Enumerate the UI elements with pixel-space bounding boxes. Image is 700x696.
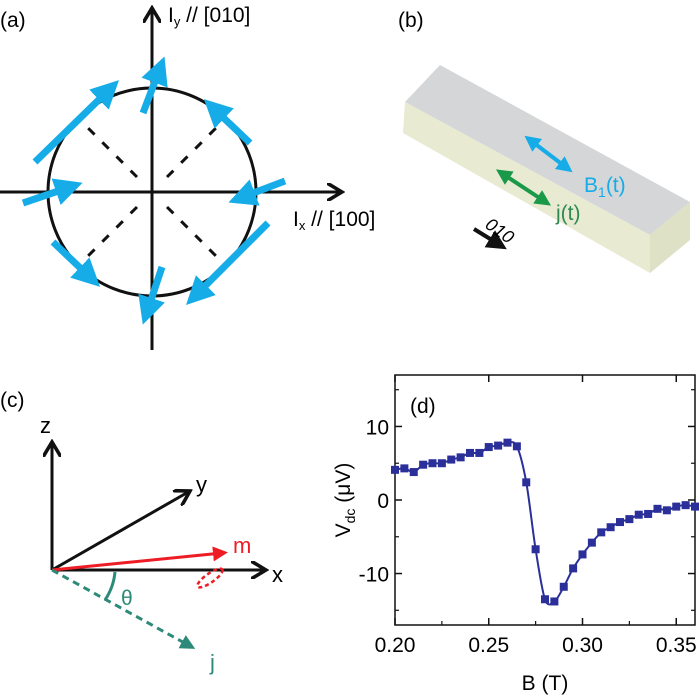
data-point (419, 460, 428, 469)
sample-side-face (650, 202, 690, 273)
data-point (512, 442, 521, 451)
current-vector (51, 568, 196, 649)
x-axis-label: B (T) (522, 672, 569, 695)
data-point (428, 459, 437, 468)
arrow-icon (21, 178, 83, 207)
data-point (447, 455, 456, 464)
data-point (391, 465, 399, 474)
arrow-icon (186, 220, 271, 305)
x-tick-label: 0.35 (656, 634, 697, 657)
panel-d-chart: (d) Vdc (μV) B (T) 0.20 0.25 0.30 0.35 10 0 -1… (332, 374, 699, 695)
precession-ellipse (196, 567, 224, 589)
data-point (531, 545, 540, 554)
arrow-icon (203, 99, 253, 146)
data-point (550, 597, 559, 606)
panel-a: (a) Iy // [010] Ix // [100] (0, 4, 375, 350)
panel-c-label: (c) (0, 389, 25, 412)
data-point (559, 582, 568, 591)
data-point (634, 510, 643, 519)
data-point (681, 501, 690, 510)
panel-d-label: (d) (410, 395, 436, 418)
data-point (475, 448, 484, 457)
z-label: z (40, 413, 51, 438)
x-label: x (272, 562, 283, 587)
x-tick-label: 0.25 (468, 634, 509, 657)
data-point (522, 478, 531, 487)
data-point (606, 523, 615, 532)
dashed-diagonals (80, 120, 224, 264)
plot-frame (394, 374, 696, 626)
data-point (597, 528, 606, 537)
x-tick-label: 0.30 (562, 634, 603, 657)
data-point (653, 504, 662, 513)
data-point (484, 443, 493, 452)
data-point (494, 441, 503, 450)
data-point (616, 518, 624, 527)
y-tick-label: -10 (359, 564, 389, 587)
data-point (662, 506, 671, 515)
m-label: m (233, 533, 251, 558)
y-axis-label: Iy // [010] (168, 4, 250, 29)
magnetization-arrows (21, 56, 287, 325)
data-point (456, 453, 465, 462)
data-point (625, 515, 634, 524)
panel-b-label: (b) (398, 9, 424, 32)
direction-arrow-icon (472, 227, 507, 250)
panel-b: (b) B1(t) j(t) 010 (398, 9, 690, 273)
data-point (503, 438, 512, 447)
y-axis-label: Vdc (μV) (332, 463, 358, 538)
theta-label: θ (121, 587, 133, 610)
j-label: j(t) (555, 202, 581, 225)
x-tick-label: 0.20 (375, 634, 416, 657)
data-point (437, 459, 446, 468)
data-point (587, 538, 596, 547)
arrow-icon (138, 265, 166, 325)
data-point (672, 502, 681, 511)
data-point (400, 464, 409, 473)
y-label: y (196, 472, 207, 497)
data-point (578, 550, 587, 559)
data-point (541, 595, 549, 604)
b1-label: B1(t) (584, 174, 626, 200)
panel-c: (c) z y x m θ j (0, 389, 283, 675)
arrow-icon (228, 177, 287, 206)
direction-label: 010 (482, 214, 518, 248)
arrow-icon (32, 80, 120, 165)
data-point (569, 564, 578, 573)
data-point (644, 509, 653, 518)
data-point (466, 448, 474, 457)
panel-a-label: (a) (0, 9, 26, 32)
j-label: j (209, 650, 215, 675)
b1-double-arrow-icon (524, 135, 573, 173)
x-axis-label: Ix // [100] (293, 208, 375, 233)
arrow-icon (139, 56, 168, 115)
arrow-icon (50, 239, 101, 287)
y-tick-label: 0 (377, 490, 389, 513)
data-point (691, 502, 699, 511)
data-point (409, 468, 418, 477)
current-double-arrow-icon (495, 169, 552, 206)
y-tick-label: 10 (366, 416, 389, 439)
magnetization-vector (51, 546, 228, 572)
y-axis (51, 491, 190, 572)
theta-arc (103, 571, 117, 601)
